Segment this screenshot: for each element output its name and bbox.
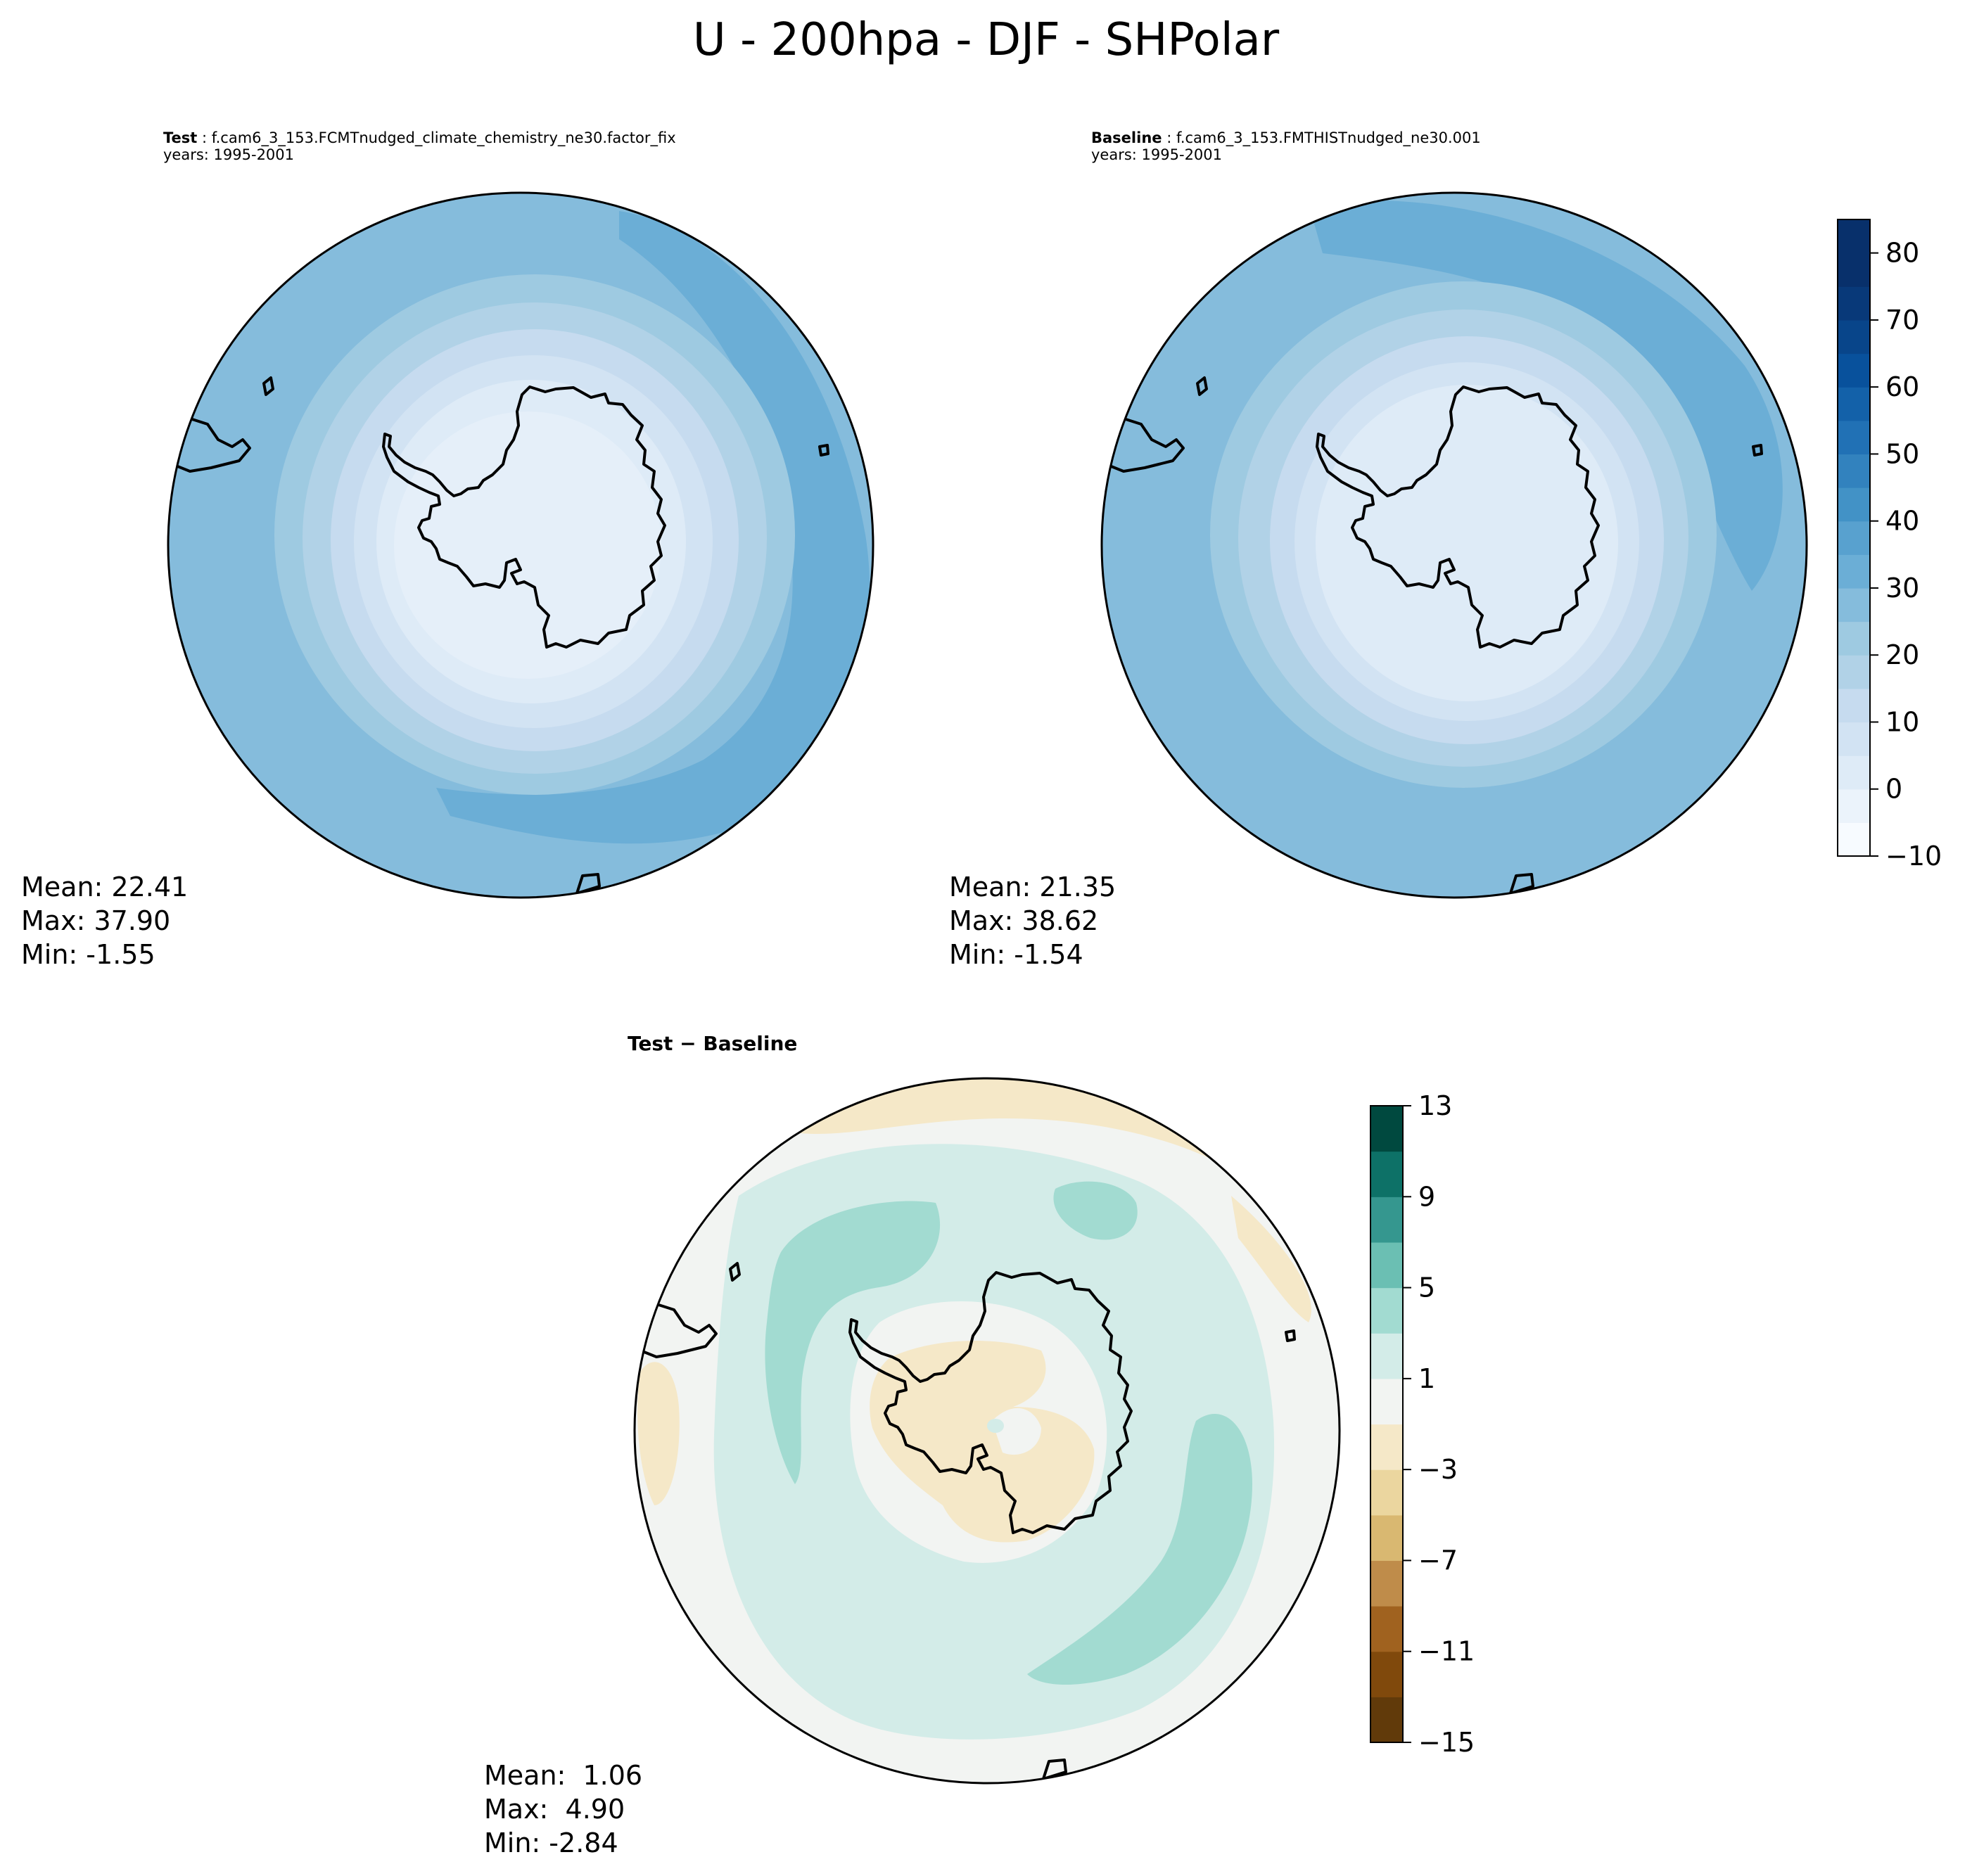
colorbar-absolute-segment xyxy=(1838,822,1870,857)
colorbar-difference-segment xyxy=(1370,1378,1403,1425)
diff-field-pos-spot xyxy=(992,1408,1041,1455)
colorbar-absolute-tick-label: 20 xyxy=(1885,639,1919,670)
colorbar-absolute-tick-label: 50 xyxy=(1885,438,1919,469)
colorbar-difference-segment xyxy=(1370,1651,1403,1697)
colorbar-difference-tick-label: −7 xyxy=(1418,1545,1458,1576)
colorbar-difference-segment xyxy=(1370,1287,1403,1334)
colorbar-absolute-segment xyxy=(1838,353,1870,388)
colorbar-absolute-tick-label: 10 xyxy=(1885,706,1919,737)
colorbar-difference: −15 −11 −7 −3 1 5 9 13 xyxy=(1370,1090,1475,1758)
test-case-name: f.cam6_3_153.FCMTnudged_climate_chemistr… xyxy=(211,129,676,146)
colorbar-difference-segment xyxy=(1370,1606,1403,1652)
diff-field-neg-center xyxy=(870,1341,1095,1543)
colorbar-absolute-tick-label: 60 xyxy=(1885,371,1919,402)
colorbar-difference-segment xyxy=(1370,1469,1403,1516)
colorbar-difference-segment xyxy=(1370,1333,1403,1379)
colorbar-absolute-segment xyxy=(1838,420,1870,455)
baseline-subtitle: Baseline : f.cam6_3_153.FMTHISTnudged_ne… xyxy=(1091,129,1481,163)
test-label: Test xyxy=(163,129,198,146)
colorbar-absolute-tick-label: 70 xyxy=(1885,305,1919,336)
colorbar-absolute-segment xyxy=(1838,587,1870,623)
test-max: Max: 37.90 xyxy=(21,905,171,936)
colorbar-absolute-segment xyxy=(1838,454,1870,488)
baseline-map xyxy=(1100,191,1808,899)
baseline-field-band-1 xyxy=(1309,200,1783,591)
diff-map xyxy=(633,1077,1341,1785)
colorbar-absolute-segment xyxy=(1838,655,1870,689)
colorbar-difference-segment xyxy=(1370,1560,1403,1607)
colorbar-absolute-segment xyxy=(1838,722,1870,756)
colorbar-difference-segment xyxy=(1370,1424,1403,1470)
colorbar-absolute-segment xyxy=(1838,387,1870,421)
colorbar-difference-tick-label: −3 xyxy=(1418,1454,1458,1485)
diff-max: Max: 4.90 xyxy=(484,1794,625,1825)
colorbar-difference-tick-label: −15 xyxy=(1418,1727,1475,1758)
baseline-years: years: 1995-2001 xyxy=(1091,146,1223,163)
test-map xyxy=(167,191,874,899)
colorbar-difference-segment xyxy=(1370,1514,1403,1562)
colorbar-difference-segment xyxy=(1370,1197,1403,1243)
test-mean: Mean: 22.41 xyxy=(21,872,189,902)
colorbar-absolute-segment xyxy=(1838,487,1870,522)
baseline-field-band-6 xyxy=(1316,385,1618,701)
baseline-map-boundary xyxy=(1100,191,1808,899)
colorbar-difference-tick-label: 13 xyxy=(1418,1090,1452,1121)
colorbar-absolute-segment xyxy=(1838,621,1870,656)
test-subtitle: Test : f.cam6_3_153.FCMTnudged_climate_c… xyxy=(163,129,676,163)
colorbar-absolute: −10 0 10 20 30 40 50 60 70 80 xyxy=(1837,219,1942,872)
colorbar-absolute-segment xyxy=(1838,253,1870,287)
colorbar-difference-tick-label: 5 xyxy=(1418,1272,1435,1303)
colorbar-difference-segment xyxy=(1370,1242,1403,1289)
diff-field-neg-right xyxy=(1231,1196,1311,1322)
colorbar-absolute-segment xyxy=(1838,319,1870,355)
colorbar-absolute-tick-label: 40 xyxy=(1885,506,1919,537)
colorbar-difference-tick-label: 1 xyxy=(1418,1363,1435,1394)
diff-mean: Mean: 1.06 xyxy=(484,1760,643,1791)
colorbar-absolute-segment xyxy=(1838,688,1870,723)
diff-field-pos-dot xyxy=(987,1419,1004,1433)
test-map-boundary xyxy=(167,191,874,899)
baseline-case-name: f.cam6_3_153.FMTHISTnudged_ne30.001 xyxy=(1176,129,1481,146)
baseline-mean: Mean: 21.35 xyxy=(949,872,1117,902)
colorbar-difference-frame xyxy=(1370,1105,1404,1743)
diff-field-neg-left xyxy=(637,1362,680,1505)
diff-stats: Mean: 1.06 Max: 4.90 Min: -2.84 xyxy=(484,1759,642,1860)
diff-field-pos-core-3 xyxy=(1027,1414,1252,1685)
baseline-max: Max: 38.62 xyxy=(949,905,1099,936)
colorbar-absolute-frame xyxy=(1837,219,1871,857)
baseline-min: Min: -1.54 xyxy=(949,939,1083,970)
colorbar-absolute-tick-label: 80 xyxy=(1885,238,1919,269)
diff-map-boundary xyxy=(633,1077,1341,1785)
colorbar-difference-segment xyxy=(1370,1697,1403,1743)
colorbar-absolute-segment xyxy=(1838,554,1870,589)
colorbar-absolute-tick-label: −10 xyxy=(1885,841,1942,872)
colorbar-absolute-tick-label: 0 xyxy=(1885,774,1902,805)
test-min: Min: -1.55 xyxy=(21,939,155,970)
colorbar-difference-segment xyxy=(1370,1151,1403,1197)
colorbar-absolute-segment xyxy=(1838,755,1870,790)
figure-title: U - 200hpa - DJF - SHPolar xyxy=(692,14,1280,66)
baseline-stats: Mean: 21.35 Max: 38.62 Min: -1.54 xyxy=(949,870,1116,971)
baseline-label: Baseline xyxy=(1091,129,1162,146)
diff-min: Min: -2.84 xyxy=(484,1827,618,1858)
colorbar-absolute-tick-label: 30 xyxy=(1885,573,1919,604)
diff-field-pos-core-2 xyxy=(1053,1181,1138,1240)
colorbar-difference-segment xyxy=(1370,1106,1403,1152)
colorbar-absolute-segment xyxy=(1838,219,1870,254)
diff-field-pos-core-1 xyxy=(765,1201,941,1484)
colorbar-absolute-segment xyxy=(1838,789,1870,823)
diff-title: Test − Baseline xyxy=(628,1032,798,1055)
test-field-band-7 xyxy=(394,411,661,679)
test-years: years: 1995-2001 xyxy=(163,146,295,163)
colorbar-difference-tick-label: −11 xyxy=(1418,1636,1475,1667)
test-field-band-1 xyxy=(436,211,870,844)
test-stats: Mean: 22.41 Max: 37.90 Min: -1.55 xyxy=(21,870,188,971)
colorbar-absolute-segment xyxy=(1838,521,1870,555)
colorbar-absolute-segment xyxy=(1838,286,1870,321)
colorbar-difference-tick-label: 9 xyxy=(1418,1181,1435,1212)
